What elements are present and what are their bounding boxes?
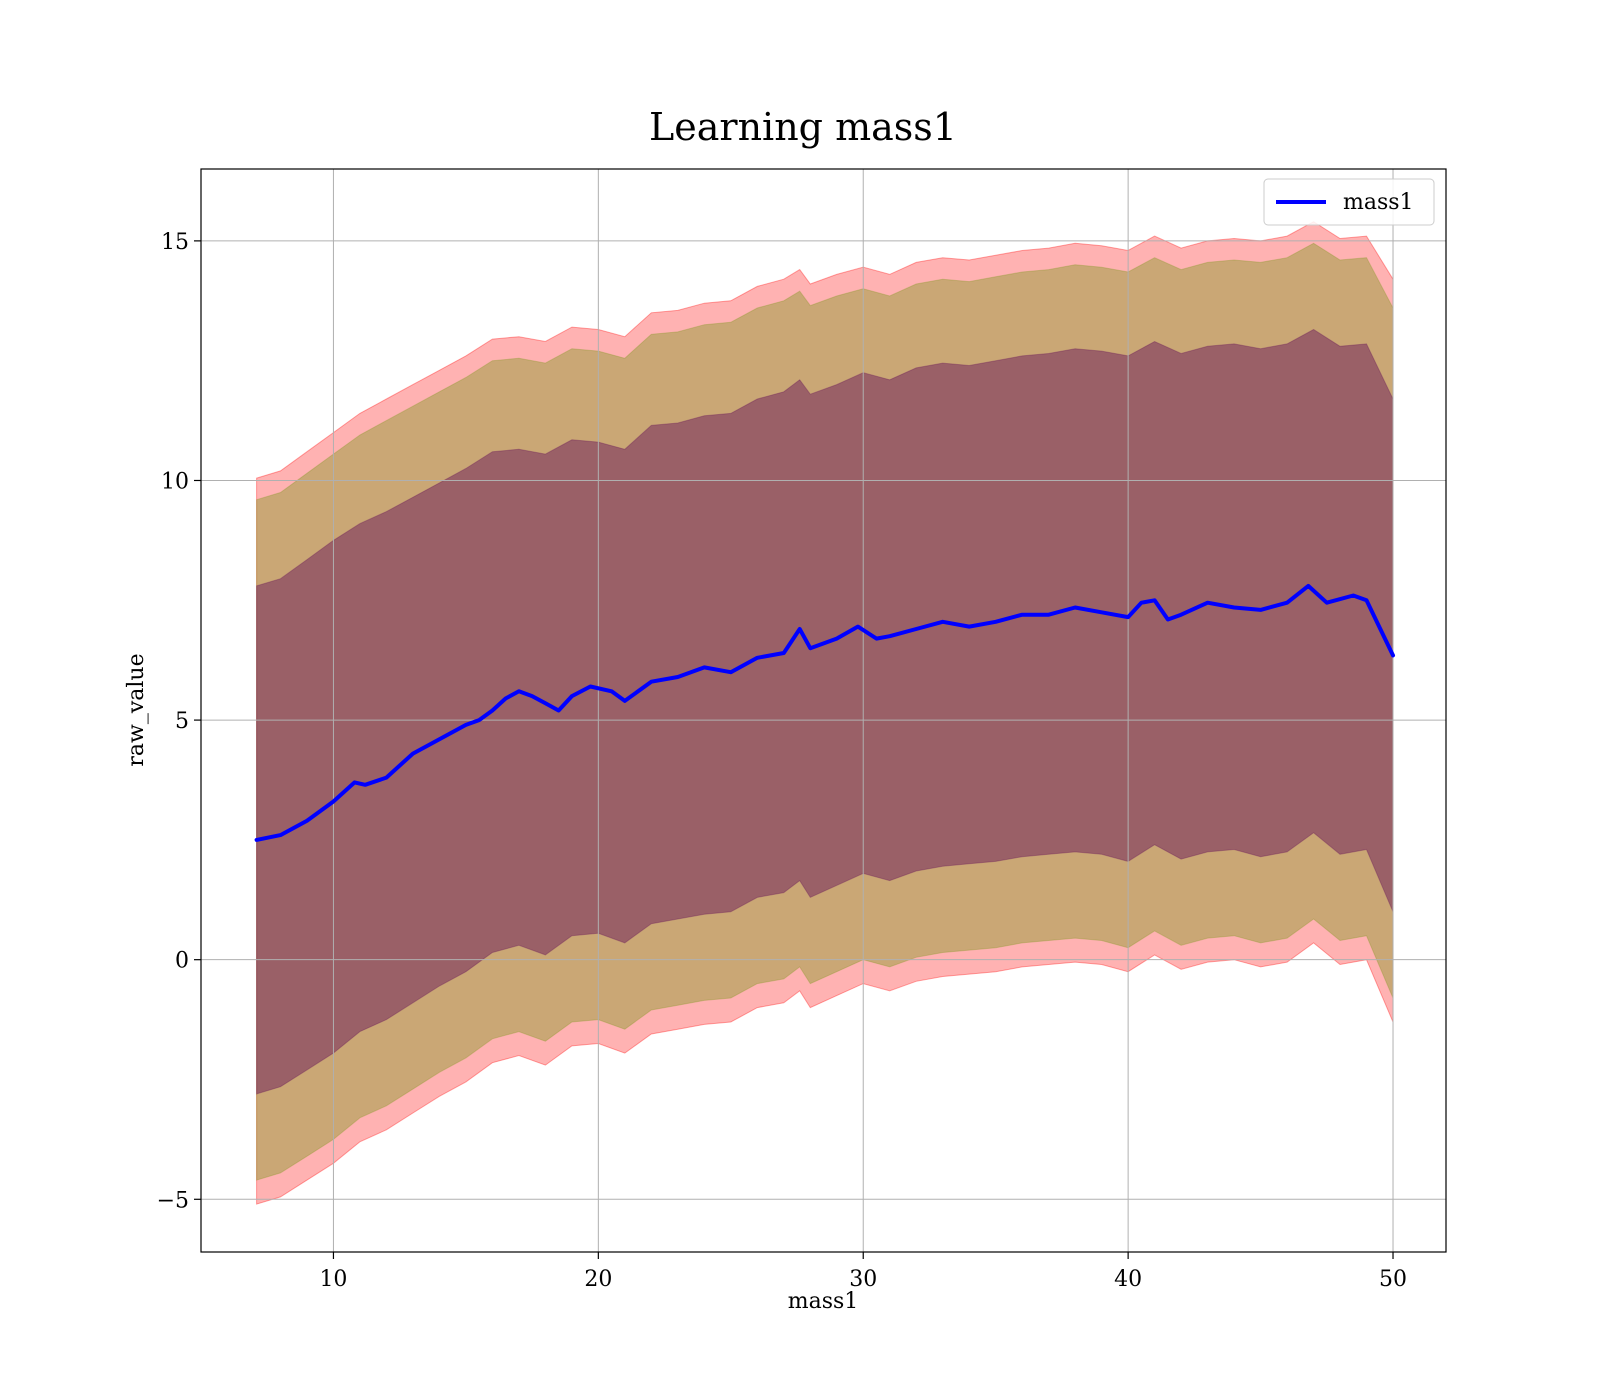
x-axis-label: mass1 [788, 1289, 859, 1314]
x-tick-label: 30 [849, 1267, 877, 1292]
x-tick-label: 10 [319, 1267, 347, 1292]
plot-frame [200, 168, 1447, 1253]
y-ticks: −5 0 5 10 15 [157, 230, 201, 1213]
legend-box [1263, 178, 1435, 226]
grid [201, 169, 1446, 1252]
x-tick-label: 20 [584, 1267, 612, 1292]
series-lines [254, 583, 1395, 842]
series-line-mass1 [254, 583, 1395, 842]
y-tick-label: −5 [157, 1188, 189, 1213]
legend: mass1 [1263, 178, 1435, 226]
y-tick-label: 15 [161, 230, 189, 255]
y-tick-label: 0 [175, 949, 189, 974]
x-ticks: 10 20 30 40 50 [319, 1252, 1407, 1292]
confidence-bands [256, 221, 1394, 1205]
chart-title: Learning mass1 [649, 105, 957, 149]
y-tick-label: 5 [175, 709, 189, 734]
y-tick-label: 10 [161, 469, 189, 494]
y-axis-label: raw_value [124, 653, 149, 766]
x-tick-label: 50 [1379, 1267, 1407, 1292]
x-tick-label: 40 [1114, 1267, 1142, 1292]
legend-label: mass1 [1343, 190, 1414, 215]
